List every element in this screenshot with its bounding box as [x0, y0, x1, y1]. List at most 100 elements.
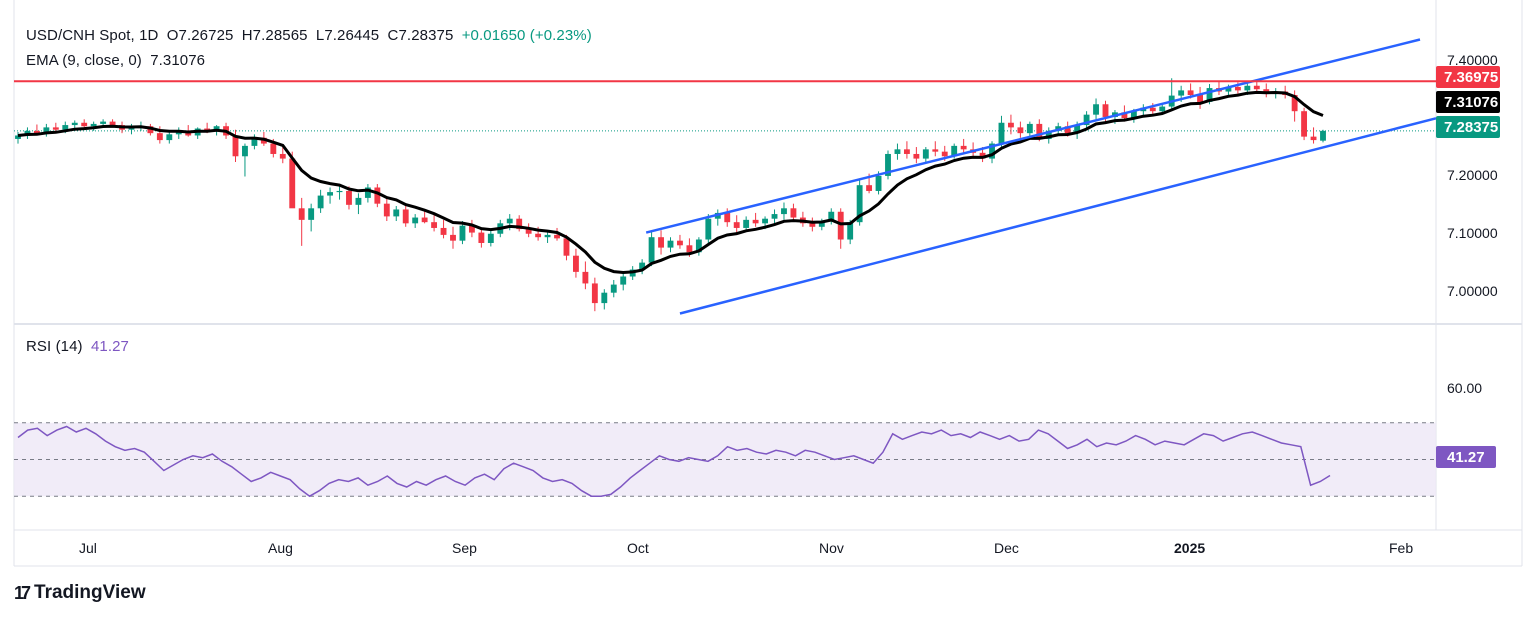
candle-body [620, 276, 627, 285]
candle-body [374, 187, 381, 204]
candle-body [563, 238, 570, 256]
candle-body [298, 208, 305, 220]
last-price-badge: 7.28375 [1436, 116, 1500, 138]
candle-body [336, 190, 343, 193]
candle-body [639, 262, 646, 270]
candle-body [1064, 126, 1071, 134]
symbol-title[interactable]: USD/CNH Spot, 1D [26, 27, 159, 44]
candle-body [1074, 125, 1081, 134]
candle-body [941, 151, 948, 157]
channel-upper-line[interactable] [645, 38, 1421, 234]
time-tick-feb: Feb [1389, 540, 1413, 556]
candle-body [1225, 86, 1232, 92]
candle-body [383, 203, 390, 217]
time-tick-oct: Oct [627, 540, 649, 556]
candle-body [610, 284, 617, 293]
candle-body [232, 135, 239, 157]
ema-value: 7.31076 [150, 52, 206, 69]
candle-body [468, 225, 475, 233]
resistance-price-text: 7.36975 [1444, 69, 1498, 86]
candle-body [525, 229, 532, 234]
candle-body [932, 149, 939, 152]
tradingview-logo-icon: 17 [14, 582, 31, 603]
candle-body [1121, 112, 1128, 119]
candle-body [960, 145, 967, 150]
candle-body [913, 153, 920, 159]
candle-body [828, 211, 835, 222]
ema-line [17, 90, 1324, 275]
candle-body [1093, 104, 1099, 115]
candle-body [1310, 136, 1317, 141]
time-tick-2025: 2025 [1174, 540, 1205, 556]
rsi-label[interactable]: RSI (14) [26, 338, 83, 355]
candle-body [270, 143, 277, 154]
high-value: H7.28565 [241, 27, 308, 44]
candle-body [724, 212, 731, 223]
candle-body [15, 135, 21, 139]
candle-body [1178, 90, 1185, 96]
candle-body [705, 218, 712, 240]
candle-body [1187, 90, 1194, 96]
candle-body [752, 219, 759, 224]
candle-body [591, 283, 598, 304]
candle-body [686, 245, 693, 253]
candle-body [516, 218, 523, 230]
candle-body [733, 222, 740, 228]
ema-price-text: 7.31076 [1444, 94, 1498, 111]
candle-body [506, 218, 513, 224]
ema-label[interactable]: EMA (9, close, 0) [26, 52, 142, 69]
candle-body [251, 137, 258, 146]
price-tick-7-40: 7.40000 [1447, 52, 1498, 68]
candle-body [1026, 123, 1033, 134]
candle-body [71, 122, 78, 126]
tradingview-logo[interactable]: 17 TradingView [14, 582, 146, 604]
candles-group [15, 78, 1326, 312]
candle-body [695, 239, 702, 253]
candle-body [166, 134, 173, 141]
candle-body [128, 127, 135, 130]
time-tick-nov: Nov [819, 540, 844, 556]
candle-body [147, 126, 154, 134]
candle-body [1301, 111, 1308, 137]
candle-body [1102, 104, 1109, 117]
candle-body [459, 225, 466, 241]
candle-body [922, 149, 929, 159]
rsi-line [17, 425, 1331, 498]
candle-body [544, 234, 551, 238]
candle-body [289, 158, 296, 209]
candle-body [903, 149, 910, 154]
channel-lower-line[interactable] [679, 117, 1437, 315]
candle-body [1197, 95, 1203, 102]
candle-body [573, 255, 579, 272]
candle-body [601, 292, 608, 304]
candle-body [554, 234, 560, 239]
candle-body [213, 126, 220, 131]
rsi-tick-60: 60.00 [1447, 380, 1482, 396]
candle-body [535, 233, 542, 238]
candle-body [308, 208, 315, 220]
candle-body [109, 121, 116, 126]
candle-body [894, 149, 901, 154]
candle-body [43, 127, 50, 134]
candle-body [875, 175, 882, 191]
candle-body [52, 127, 59, 130]
candle-body [33, 130, 40, 134]
candle-body [81, 122, 88, 127]
time-tick-jul: Jul [79, 540, 97, 556]
candle-body [1130, 111, 1137, 119]
candle-body [279, 153, 286, 159]
candle-body [478, 232, 485, 243]
time-tick-sep: Sep [452, 540, 477, 556]
change-value: +0.01650 (+0.23%) [461, 27, 592, 44]
candle-body [1291, 95, 1298, 112]
candle-body [856, 185, 863, 223]
candle-body [1159, 106, 1166, 112]
time-tick-aug: Aug [268, 540, 293, 556]
candle-body [866, 185, 873, 191]
rsi-value: 41.27 [90, 338, 129, 355]
candle-body [762, 218, 768, 224]
candle-body [364, 187, 371, 198]
candle-body [582, 271, 589, 284]
candle-body [355, 197, 362, 205]
